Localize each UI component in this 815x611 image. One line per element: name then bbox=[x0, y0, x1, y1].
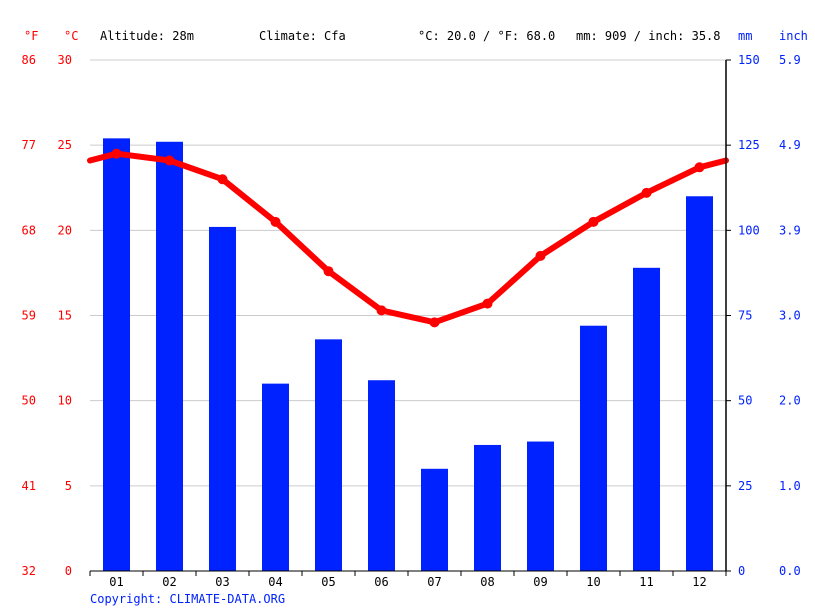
temperature-point bbox=[482, 298, 493, 309]
month-label: 05 bbox=[321, 575, 335, 589]
f-tick-label: 77 bbox=[22, 138, 36, 152]
month-label: 12 bbox=[692, 575, 706, 589]
precip-bar bbox=[580, 325, 607, 571]
mm-tick-label: 100 bbox=[738, 223, 760, 237]
f-tick-label: 59 bbox=[22, 309, 36, 323]
temperature-point bbox=[111, 148, 122, 159]
precip-bar bbox=[156, 141, 183, 571]
inch-tick-label: 0.0 bbox=[779, 564, 801, 578]
precip-bar bbox=[315, 339, 342, 571]
precip-total-label: mm: 909 / inch: 35.8 bbox=[576, 29, 721, 43]
temperature-point bbox=[164, 155, 175, 166]
temperature-point bbox=[270, 216, 281, 227]
precip-bar bbox=[368, 380, 395, 571]
temperature-point bbox=[641, 187, 652, 198]
month-label: 08 bbox=[480, 575, 494, 589]
precipitation-bars bbox=[103, 138, 713, 571]
f-tick-label: 32 bbox=[22, 564, 36, 578]
mm-unit-label: mm bbox=[738, 29, 752, 43]
avg-temp-label: °C: 20.0 / °F: 68.0 bbox=[418, 29, 555, 43]
temperature-point bbox=[323, 266, 334, 277]
precip-bar bbox=[262, 383, 289, 571]
inch-tick-label: 5.9 bbox=[779, 53, 801, 67]
month-label: 11 bbox=[639, 575, 653, 589]
month-label: 03 bbox=[215, 575, 229, 589]
tick-labels: 32 0 0 0.041 5 25 1.050 10 50 2.059 15 75 3.068 20 100… bbox=[22, 53, 801, 589]
c-tick-label: 0 bbox=[65, 564, 72, 578]
c-tick-label: 30 bbox=[58, 53, 72, 67]
c-tick-label: 10 bbox=[58, 394, 72, 408]
fahrenheit-unit-label: °F bbox=[24, 29, 38, 43]
precip-bar bbox=[527, 441, 554, 571]
temperature-line-path bbox=[87, 150, 729, 326]
inch-tick-label: 2.0 bbox=[779, 394, 801, 408]
precip-bar bbox=[633, 267, 660, 571]
c-tick-label: 20 bbox=[58, 223, 72, 237]
precip-bar bbox=[209, 226, 236, 571]
altitude-label: Altitude: 28m bbox=[100, 29, 194, 43]
grid-lines bbox=[90, 59, 726, 487]
month-label: 09 bbox=[533, 575, 547, 589]
mm-tick-label: 75 bbox=[738, 309, 752, 323]
precip-bar bbox=[474, 444, 501, 571]
month-label: 07 bbox=[427, 575, 441, 589]
temperature-line bbox=[87, 148, 729, 328]
inch-tick-label: 4.9 bbox=[779, 138, 801, 152]
mm-tick-label: 25 bbox=[738, 479, 752, 493]
precip-bar bbox=[686, 196, 713, 571]
mm-tick-label: 0 bbox=[738, 564, 745, 578]
temperature-point bbox=[694, 162, 705, 173]
precip-bar bbox=[421, 468, 448, 571]
month-label: 10 bbox=[586, 575, 600, 589]
mm-tick-label: 150 bbox=[738, 53, 760, 67]
celsius-unit-label: °C bbox=[64, 29, 78, 43]
temperature-point bbox=[535, 250, 546, 261]
axes bbox=[89, 59, 731, 576]
month-label: 04 bbox=[268, 575, 282, 589]
mm-tick-label: 50 bbox=[738, 394, 752, 408]
temperature-point bbox=[429, 317, 440, 328]
c-tick-label: 25 bbox=[58, 138, 72, 152]
inch-tick-label: 1.0 bbox=[779, 479, 801, 493]
inch-tick-label: 3.0 bbox=[779, 309, 801, 323]
precip-bar bbox=[103, 138, 130, 571]
temperature-point bbox=[376, 305, 387, 316]
c-tick-label: 15 bbox=[58, 309, 72, 323]
c-tick-label: 5 bbox=[65, 479, 72, 493]
temperature-point bbox=[217, 174, 228, 185]
f-tick-label: 50 bbox=[22, 394, 36, 408]
climate-label: Climate: Cfa bbox=[259, 29, 346, 43]
copyright-text: Copyright: CLIMATE-DATA.ORG bbox=[90, 592, 285, 606]
mm-tick-label: 125 bbox=[738, 138, 760, 152]
f-tick-label: 41 bbox=[22, 479, 36, 493]
f-tick-label: 86 bbox=[22, 53, 36, 67]
month-label: 01 bbox=[109, 575, 123, 589]
month-label: 06 bbox=[374, 575, 388, 589]
f-tick-label: 68 bbox=[22, 223, 36, 237]
temperature-point bbox=[588, 216, 599, 227]
month-label: 02 bbox=[162, 575, 176, 589]
inch-tick-label: 3.9 bbox=[779, 223, 801, 237]
inch-unit-label: inch bbox=[779, 29, 808, 43]
